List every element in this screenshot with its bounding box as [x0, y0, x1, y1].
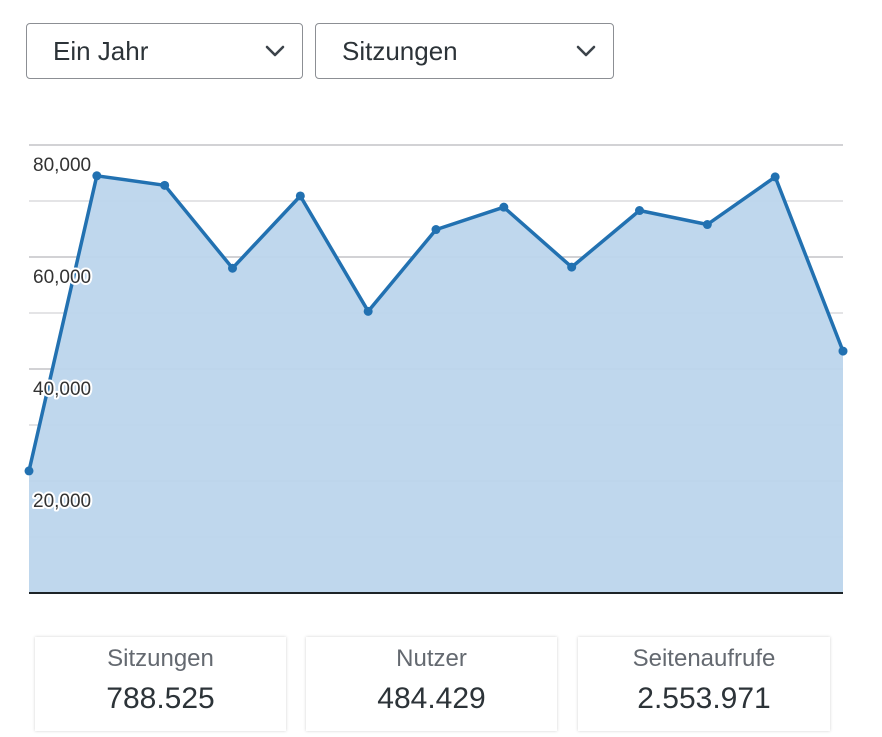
stat-pageviews-value: 2.553.971: [637, 682, 771, 715]
chart-point: [228, 263, 237, 273]
chart-point: [295, 191, 305, 201]
chart-point: [92, 171, 102, 181]
chart-data-points: [24, 171, 848, 476]
chart-point: [567, 262, 577, 272]
date-range-select[interactable]: Ein Jahr: [26, 23, 303, 79]
metric-select-label: Sitzungen: [342, 35, 458, 66]
chart-point: [24, 466, 34, 476]
stat-pageviews-label: Seitenaufrufe: [632, 645, 776, 672]
stat-card-users: Nutzer 484.429: [306, 637, 557, 731]
stat-card-pageviews: Seitenaufrufe 2.553.971: [578, 637, 830, 731]
y-tick-label: 80,000: [33, 155, 91, 176]
stat-sessions-label: Sitzungen: [107, 645, 214, 672]
y-tick-label: 60,000: [33, 267, 91, 288]
stat-card-sessions: Sitzungen 788.525: [35, 637, 286, 731]
chart-area-fill: [29, 175, 843, 594]
sessions-area-chart: 20,000 40,000 60,000 80,000: [24, 144, 848, 594]
chart-point: [363, 306, 373, 316]
chart-point: [770, 172, 780, 182]
chart-point: [838, 346, 848, 356]
chart-y-tick-labels: 20,000 40,000 60,000 80,000: [31, 153, 93, 514]
metric-select[interactable]: Sitzungen: [315, 23, 614, 79]
stat-sessions-value: 788.525: [106, 682, 215, 715]
date-range-select-label: Ein Jahr: [53, 35, 149, 66]
y-tick-label: 20,000: [33, 491, 91, 512]
chevron-down-icon: [576, 45, 596, 57]
chart-point: [431, 225, 441, 235]
chart-point: [499, 202, 509, 212]
stat-users-label: Nutzer: [396, 645, 467, 672]
chevron-down-icon: [265, 45, 285, 57]
chart-point: [160, 180, 170, 190]
stat-users-value: 484.429: [377, 682, 486, 715]
y-tick-label: 40,000: [33, 379, 91, 400]
chart-point: [635, 206, 644, 216]
chart-point: [702, 220, 712, 230]
